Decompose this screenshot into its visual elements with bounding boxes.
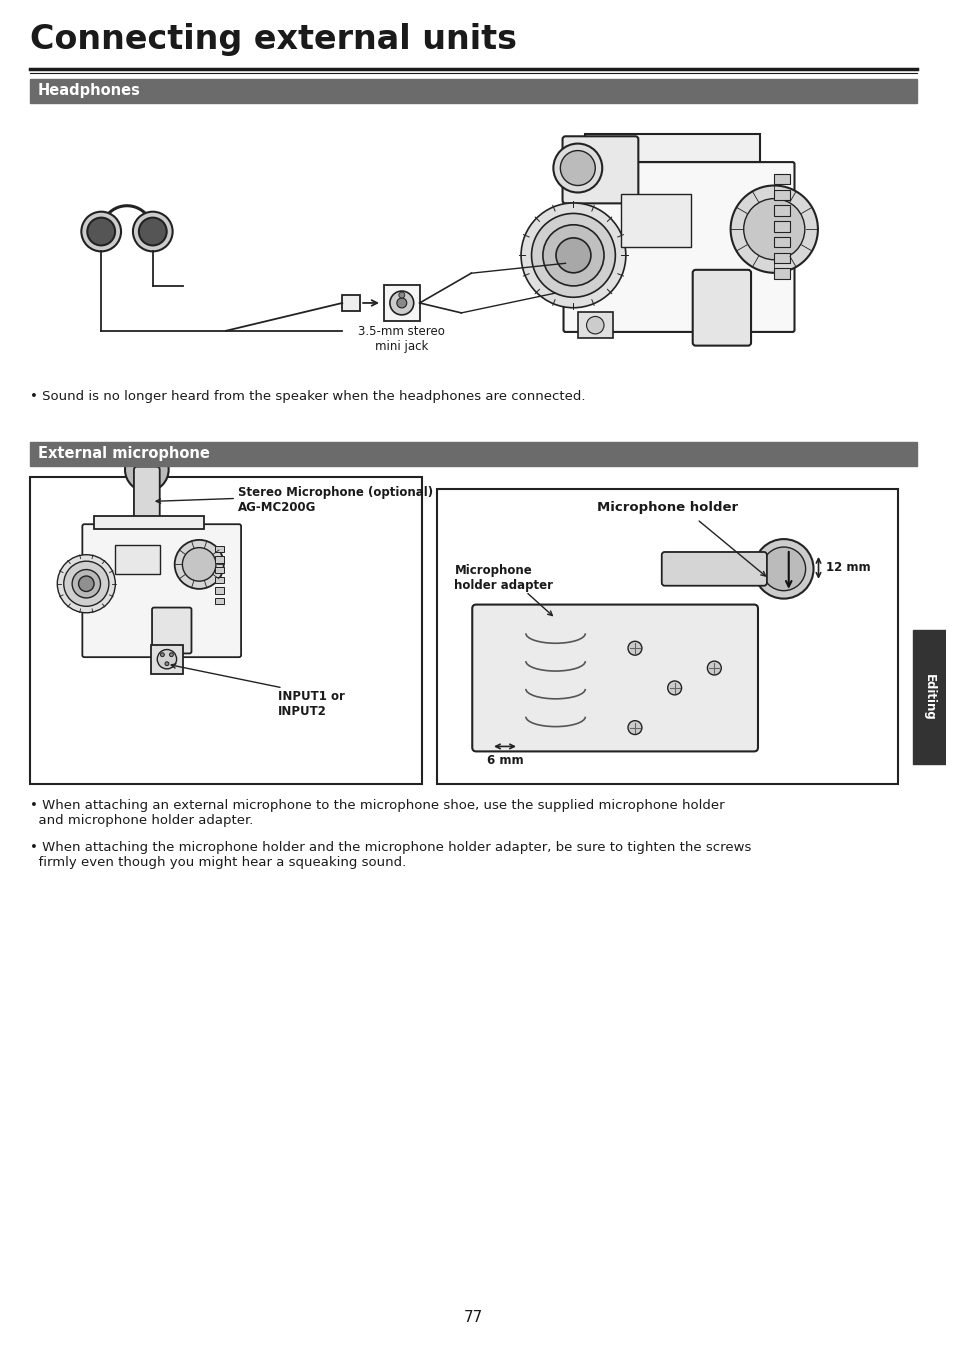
Text: External microphone: External microphone	[38, 447, 210, 462]
Circle shape	[170, 653, 173, 657]
Circle shape	[174, 540, 223, 589]
Bar	[30, 477, 421, 784]
Circle shape	[753, 539, 813, 598]
Circle shape	[627, 720, 641, 734]
Bar	[342, 295, 360, 311]
Bar	[215, 588, 224, 594]
Circle shape	[520, 203, 625, 307]
Circle shape	[125, 448, 169, 492]
Text: Connecting external units: Connecting external units	[30, 23, 517, 56]
Circle shape	[542, 225, 603, 286]
Bar	[215, 597, 224, 604]
Text: INPUT1 or
INPUT2: INPUT1 or INPUT2	[277, 691, 344, 718]
Circle shape	[559, 150, 595, 185]
Circle shape	[627, 642, 641, 655]
Circle shape	[182, 547, 215, 581]
Circle shape	[730, 185, 817, 272]
Bar	[30, 79, 916, 103]
Text: • Sound is no longer heard from the speaker when the headphones are connected.: • Sound is no longer heard from the spea…	[30, 390, 584, 403]
Circle shape	[64, 561, 109, 607]
Bar	[215, 546, 224, 552]
Circle shape	[132, 211, 172, 252]
Text: 6 mm: 6 mm	[486, 754, 523, 768]
Bar	[215, 577, 224, 584]
Circle shape	[667, 681, 680, 695]
Bar	[774, 237, 789, 248]
Circle shape	[553, 144, 601, 192]
Bar	[436, 490, 897, 784]
Circle shape	[72, 570, 100, 598]
FancyBboxPatch shape	[562, 137, 638, 203]
Bar	[774, 175, 789, 184]
Circle shape	[160, 653, 164, 657]
Circle shape	[139, 218, 167, 245]
Bar	[774, 253, 789, 263]
Bar	[774, 221, 789, 232]
Circle shape	[396, 298, 406, 307]
FancyBboxPatch shape	[563, 162, 794, 332]
Circle shape	[157, 650, 176, 669]
FancyBboxPatch shape	[152, 608, 192, 654]
Text: Microphone
holder adapter: Microphone holder adapter	[454, 563, 553, 592]
FancyBboxPatch shape	[661, 552, 766, 586]
Circle shape	[556, 238, 590, 272]
Bar	[215, 556, 224, 563]
Circle shape	[165, 662, 169, 666]
Circle shape	[761, 547, 804, 590]
Bar	[115, 546, 160, 574]
Circle shape	[88, 218, 115, 245]
Circle shape	[531, 214, 615, 298]
Text: Headphones: Headphones	[38, 83, 140, 97]
Bar	[620, 194, 691, 246]
Circle shape	[57, 555, 115, 613]
Circle shape	[81, 211, 121, 252]
Text: 77: 77	[463, 1309, 482, 1324]
Text: Microphone holder: Microphone holder	[596, 501, 737, 515]
Text: Editing: Editing	[923, 674, 935, 720]
Bar	[774, 268, 789, 279]
Circle shape	[586, 317, 603, 334]
FancyBboxPatch shape	[82, 524, 241, 657]
Bar	[94, 516, 204, 529]
Bar	[383, 286, 419, 321]
Text: 12 mm: 12 mm	[825, 562, 870, 574]
Circle shape	[398, 292, 404, 298]
Text: Stereo Microphone (optional)
AG-MC200G: Stereo Microphone (optional) AG-MC200G	[238, 486, 433, 513]
FancyBboxPatch shape	[133, 467, 159, 527]
Circle shape	[743, 199, 804, 260]
Bar	[774, 190, 789, 200]
Bar	[578, 311, 612, 338]
Circle shape	[390, 291, 414, 315]
Bar	[774, 206, 789, 215]
FancyBboxPatch shape	[472, 605, 758, 751]
Bar	[30, 441, 916, 466]
Circle shape	[78, 575, 94, 592]
Bar	[585, 134, 760, 162]
Text: 3.5-mm stereo
mini jack: 3.5-mm stereo mini jack	[358, 325, 445, 353]
Circle shape	[706, 661, 720, 676]
Bar	[215, 567, 224, 573]
Text: • When attaching the microphone holder and the microphone holder adapter, be sur: • When attaching the microphone holder a…	[30, 841, 750, 869]
Text: • When attaching an external microphone to the microphone shoe, use the supplied: • When attaching an external microphone …	[30, 799, 723, 827]
Bar	[151, 645, 183, 674]
Bar	[912, 631, 945, 764]
FancyBboxPatch shape	[692, 269, 750, 345]
